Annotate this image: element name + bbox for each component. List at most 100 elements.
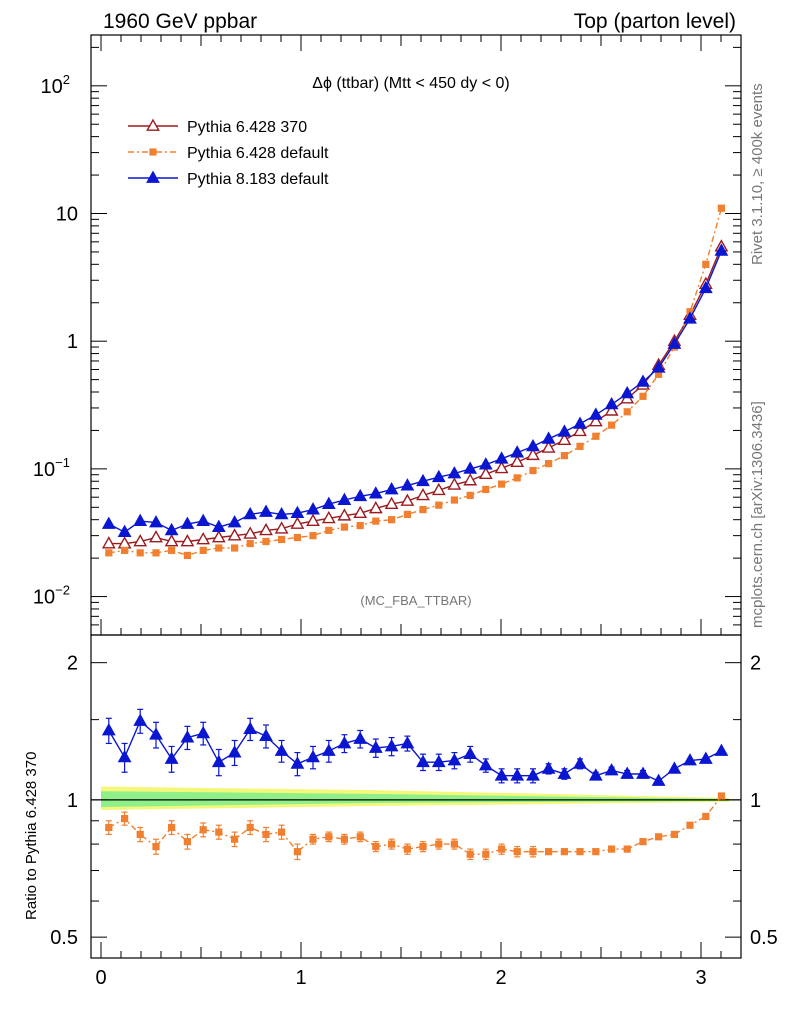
ratio-point-s0 [623,845,631,853]
main-point-s1 [231,544,239,552]
main-point-s1 [325,526,333,534]
main-point-s2 [243,506,258,520]
ratio-point-s0 [608,845,616,853]
main-point-s0 [384,496,399,509]
ratio-point-s0 [576,848,584,856]
ratio-point-s1 [698,751,713,764]
main-point-s0 [196,532,211,545]
main-point-s2 [557,424,572,437]
ratio-point-s1 [227,745,242,758]
main-point-s1 [482,485,490,494]
ratio-point-s1 [337,736,352,749]
main-point-s2 [683,311,697,324]
main-point-s0 [133,534,148,547]
main-point-s1 [545,459,553,468]
ratio-point-s0 [482,850,490,858]
ratio-point-s0 [466,850,474,858]
y-tick-label: 10 [56,203,78,225]
main-point-s2 [321,496,336,509]
ratio-point-s1 [321,743,336,756]
y-tick-label: 10−2 [33,583,70,609]
main-point-s2 [384,482,399,495]
main-point-s1 [136,549,144,557]
main-point-s1 [450,496,458,504]
ratio-point-s1 [431,754,446,768]
legend-marker [146,170,160,183]
main-point-s1 [340,523,348,531]
ratio-point-s0 [717,792,725,800]
main-point-s1 [183,551,191,560]
ratio-point-s1 [368,740,383,753]
main-point-s2 [337,492,352,505]
ratio-point-s0 [513,848,521,856]
main-point-s2 [636,374,650,387]
ratio-point-s1 [604,763,619,776]
main-point-s2 [651,360,666,373]
ratio-point-s1 [526,768,540,781]
main-point-s2 [227,515,242,528]
x-tick-label: 3 [695,967,706,989]
ratio-point-s1 [400,736,415,749]
ratio-point-s1 [149,727,163,740]
y-tick-exponent: −2 [55,583,70,598]
main-point-s0 [164,534,179,547]
ratio-point-s1 [651,773,666,786]
ratio-point-s1 [667,761,682,774]
ratio-point-s0 [183,838,191,846]
main-point-s0 [526,447,540,461]
ratio-point-s0 [639,838,647,846]
main-point-s2 [463,461,478,474]
ratio-point-s0 [293,848,301,856]
ratio-point-s0 [419,842,427,851]
main-point-s0 [274,521,289,534]
main-point-s1 [623,408,631,416]
main-point-s2 [368,486,383,499]
main-point-s2 [667,336,682,349]
main-point-s1 [498,480,506,488]
main-axis-ticks: 10−2 10−1 1 10 102 [33,46,741,636]
main-title: Δϕ (ttbar) (Mtt < 450 dy < 0) [312,75,510,92]
main-point-s2 [526,438,540,452]
main-point-s1 [246,539,254,548]
main-point-s1 [576,442,584,450]
main-point-s0 [588,414,603,427]
series-line-2 [108,250,723,533]
legend: Pythia 6.428 370 Pythia 6.428 default Pyth… [128,118,329,188]
ratio-point-s1 [416,754,430,768]
main-point-s0 [494,460,509,474]
main-point-s0 [478,466,493,480]
main-point-s0 [227,528,242,541]
ratio-point-s1 [274,743,289,756]
ratio-point-s1 [478,758,493,771]
ratio-line-1 [108,719,722,782]
main-point-s1 [388,516,396,524]
ratio-point-s0 [372,842,380,851]
main-point-s0 [604,403,619,416]
legend-label: Pythia 6.428 370 [187,119,307,136]
main-point-s2 [117,524,132,537]
ratio-y-tick-label-left: 1 [67,790,78,812]
ratio-point-s1 [620,766,635,779]
main-point-s0 [400,493,415,506]
main-point-s2 [714,243,729,256]
main-point-s0 [510,454,525,467]
ratio-point-s0 [435,840,443,848]
ratio-point-s1 [636,766,650,779]
main-point-s2 [211,519,226,532]
main-point-s2 [573,416,587,429]
series-line-0 [108,246,723,545]
ratio-point-s0 [105,823,113,832]
main-point-s2 [431,469,446,483]
main-series-marks [101,204,729,560]
ratio-point-s0 [545,848,553,856]
main-point-s2 [400,478,415,491]
main-point-s1 [105,549,113,557]
ratio-point-s0 [152,842,160,851]
ratio-y-tick-label-left: 0.5 [50,927,78,949]
ratio-point-s0 [702,812,710,821]
ratio-frame [90,634,742,959]
ratio-point-s1 [259,728,273,742]
main-point-s0 [416,487,430,501]
main-point-s0 [337,508,352,521]
main-point-s1 [121,546,129,554]
